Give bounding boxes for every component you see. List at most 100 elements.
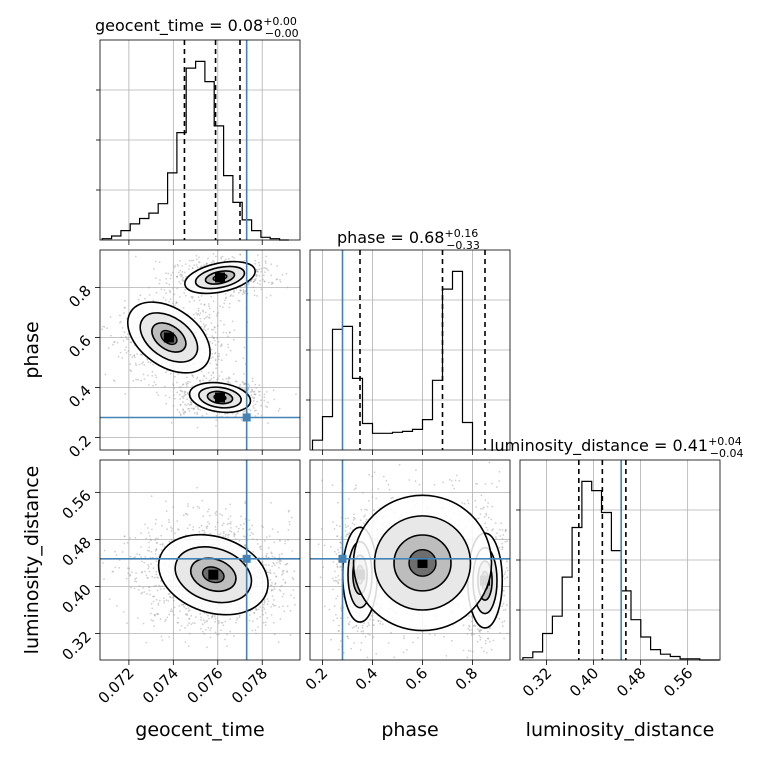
scatter-point xyxy=(150,539,153,542)
scatter-point xyxy=(187,408,190,410)
scatter-point xyxy=(502,602,505,605)
scatter-point xyxy=(181,265,183,267)
histogram-luminosity_distance xyxy=(522,480,720,661)
scatter-point xyxy=(133,354,135,357)
scatter-point xyxy=(270,589,273,592)
scatter-point xyxy=(252,397,255,400)
scatter-point xyxy=(192,408,195,411)
scatter-point xyxy=(188,300,191,303)
scatter-point xyxy=(213,261,215,263)
scatter-point xyxy=(187,607,190,609)
scatter-point xyxy=(229,295,232,297)
scatter-point xyxy=(479,508,482,510)
scatter-point xyxy=(200,370,203,373)
scatter-point xyxy=(284,563,287,566)
scatter-point xyxy=(205,629,207,631)
scatter-point xyxy=(184,411,186,414)
scatter-point xyxy=(375,497,378,500)
scatter-point xyxy=(161,585,163,588)
density-peak xyxy=(417,557,428,568)
scatter-point xyxy=(338,624,340,627)
scatter-point xyxy=(277,410,280,412)
scatter-point xyxy=(281,570,284,573)
scatter-point xyxy=(417,636,419,639)
scatter-point xyxy=(284,540,287,542)
scatter-point xyxy=(205,377,208,380)
scatter-point xyxy=(155,584,157,587)
scatter-point xyxy=(133,587,136,590)
scatter-point xyxy=(264,612,267,614)
y-axis-label-luminosity-distance: luminosity_distance xyxy=(21,466,43,655)
scatter-point xyxy=(212,259,214,262)
panel-frame xyxy=(99,39,301,241)
scatter-point xyxy=(287,510,290,513)
scatter-point xyxy=(268,281,270,284)
scatter-point xyxy=(214,525,217,528)
scatter-point xyxy=(484,522,487,525)
scatter-point xyxy=(269,294,272,297)
scatter-point xyxy=(173,293,176,296)
scatter-point xyxy=(181,279,184,282)
scatter-point xyxy=(196,407,199,409)
scatter-point xyxy=(170,538,173,541)
scatter-point xyxy=(333,579,335,582)
scatter-point xyxy=(197,261,200,263)
scatter-point xyxy=(232,295,234,297)
scatter-point xyxy=(151,607,154,610)
scatter-point xyxy=(244,382,246,385)
scatter-point xyxy=(153,625,156,627)
scatter-point xyxy=(254,403,257,406)
scatter-point xyxy=(467,649,470,652)
scatter-point xyxy=(254,262,257,265)
scatter-point xyxy=(262,613,265,616)
scatter-point xyxy=(277,566,280,569)
scatter-point xyxy=(103,326,106,328)
scatter-point xyxy=(217,377,220,380)
scatter-point xyxy=(203,303,206,306)
scatter-point xyxy=(148,550,151,552)
scatter-point xyxy=(114,340,116,343)
scatter-point xyxy=(180,603,183,606)
scatter-point xyxy=(336,524,338,527)
histogram-geocent_time xyxy=(101,60,289,241)
scatter-point xyxy=(165,277,168,280)
scatter-point xyxy=(155,277,157,279)
scatter-point xyxy=(250,394,253,396)
scatter-point xyxy=(148,286,150,289)
scatter-point xyxy=(337,630,340,633)
scatter-point xyxy=(262,274,265,277)
scatter-point xyxy=(227,343,229,346)
scatter-point xyxy=(263,598,266,601)
hist-panel-geocent_time xyxy=(96,39,301,241)
scatter-point xyxy=(109,316,112,319)
scatter-point xyxy=(117,355,120,358)
scatter-point xyxy=(256,295,258,297)
scatter-point xyxy=(203,317,206,320)
scatter-point xyxy=(224,297,227,300)
scatter-point xyxy=(112,570,115,573)
scatter-point xyxy=(505,560,508,563)
scatter-point xyxy=(203,326,206,329)
scatter-point xyxy=(273,562,275,565)
scatter-point xyxy=(388,488,391,491)
scatter-point xyxy=(148,589,151,592)
scatter-point xyxy=(155,560,158,563)
x-tick-label: 0.8 xyxy=(452,664,482,694)
scatter-point xyxy=(164,385,166,388)
scatter-point xyxy=(205,316,207,319)
scatter-point xyxy=(254,393,257,396)
scatter-point xyxy=(293,570,296,573)
scatter-point xyxy=(259,616,261,618)
scatter-point xyxy=(249,528,252,530)
scatter-point xyxy=(198,507,201,509)
scatter-point xyxy=(442,481,444,484)
scatter-point xyxy=(366,656,369,659)
scatter-point xyxy=(253,611,256,614)
scatter-point xyxy=(194,622,196,625)
scatter-point xyxy=(279,559,282,562)
scatter-point xyxy=(348,623,351,626)
scatter-point xyxy=(230,294,233,296)
scatter-point xyxy=(218,355,221,357)
scatter-point xyxy=(195,616,197,618)
scatter-point xyxy=(206,315,209,318)
